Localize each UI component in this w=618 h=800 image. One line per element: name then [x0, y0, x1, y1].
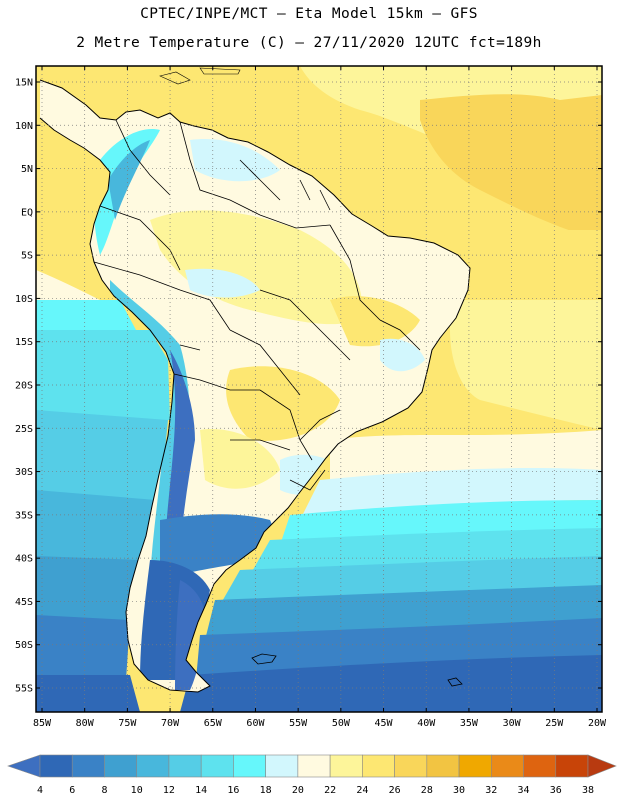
legend-label: 14 [195, 785, 207, 796]
legend-arrow-high [587, 754, 617, 778]
legend-label: 36 [550, 785, 562, 796]
country-borders [93, 119, 421, 491]
legend-swatch [104, 754, 138, 778]
legend-label: 8 [101, 785, 107, 796]
map-subtitle: 2 Metre Temperature (C) – 27/11/2020 12U… [76, 35, 542, 51]
lon-label: 40W [417, 718, 436, 729]
lon-label: 45W [375, 718, 394, 729]
legend-swatch [490, 754, 524, 778]
legend-swatch [555, 754, 589, 778]
legend-label: 30 [453, 785, 465, 796]
lat-label: 15S [15, 337, 33, 348]
legend-label: 6 [69, 785, 75, 796]
legend-label: 10 [131, 785, 143, 796]
lat-label: EQ [21, 207, 33, 218]
lat-label: 35S [15, 510, 33, 521]
lon-label: 55W [289, 718, 308, 729]
legend-swatch [329, 754, 363, 778]
legend-swatch [200, 754, 234, 778]
legend-label: 32 [485, 785, 497, 796]
temperature-field [36, 66, 602, 712]
legend-arrow-low [7, 754, 41, 778]
legend-swatch [458, 754, 492, 778]
legend-label: 38 [582, 785, 594, 796]
lat-label: 30S [15, 467, 33, 478]
lat-label: 15N [15, 78, 33, 89]
lat-label: 5S [21, 251, 33, 262]
legend-swatch [39, 754, 73, 778]
lat-label: 50S [15, 640, 33, 651]
legend-swatch [71, 754, 105, 778]
coastline [39, 79, 471, 693]
legend-swatch [426, 754, 460, 778]
color-legend: 4 6 8 10 12 14 16 18 20 22 24 26 28 30 32 34 36 38 [7, 754, 617, 796]
lon-label: 65W [204, 718, 223, 729]
legend-swatch [168, 754, 202, 778]
lon-label: 35W [460, 718, 479, 729]
lat-label: 5N [21, 164, 33, 175]
lon-label: 25W [545, 718, 564, 729]
lat-label: 45S [15, 597, 33, 608]
legend-swatch [233, 754, 266, 778]
lon-label: 70W [161, 718, 180, 729]
lon-label: 20W [588, 718, 607, 729]
legend-swatch [394, 754, 428, 778]
lon-label: 75W [118, 718, 137, 729]
legend-label: 24 [356, 785, 368, 796]
legend-label: 12 [163, 785, 175, 796]
legend-label: 28 [421, 785, 433, 796]
lon-label: 60W [246, 718, 265, 729]
legend-label: 16 [227, 785, 239, 796]
lon-label: 30W [503, 718, 522, 729]
legend-label: 4 [37, 785, 43, 796]
map-frame [35, 65, 603, 713]
legend-swatch [297, 754, 331, 778]
lon-label: 80W [76, 718, 95, 729]
legend-label: 26 [389, 785, 401, 796]
legend-label: 20 [292, 785, 304, 796]
legend-label: 22 [324, 785, 336, 796]
map-title: CPTEC/INPE/MCT – Eta Model 15km – GFS [140, 6, 478, 22]
lat-label: 20S [15, 381, 33, 392]
legend-swatch [136, 754, 170, 778]
lon-label: 85W [33, 718, 52, 729]
lat-label: 40S [15, 554, 33, 565]
legend-swatch [523, 754, 557, 778]
lon-label: 50W [332, 718, 351, 729]
legend-label: 34 [518, 785, 530, 796]
legend-label: 18 [260, 785, 272, 796]
lat-label: 55S [15, 684, 33, 695]
lat-label: 25S [15, 424, 33, 435]
lat-label: 10N [15, 121, 33, 132]
legend-swatch [362, 754, 395, 778]
legend-swatch [265, 754, 299, 778]
lat-label: 10S [15, 294, 33, 305]
